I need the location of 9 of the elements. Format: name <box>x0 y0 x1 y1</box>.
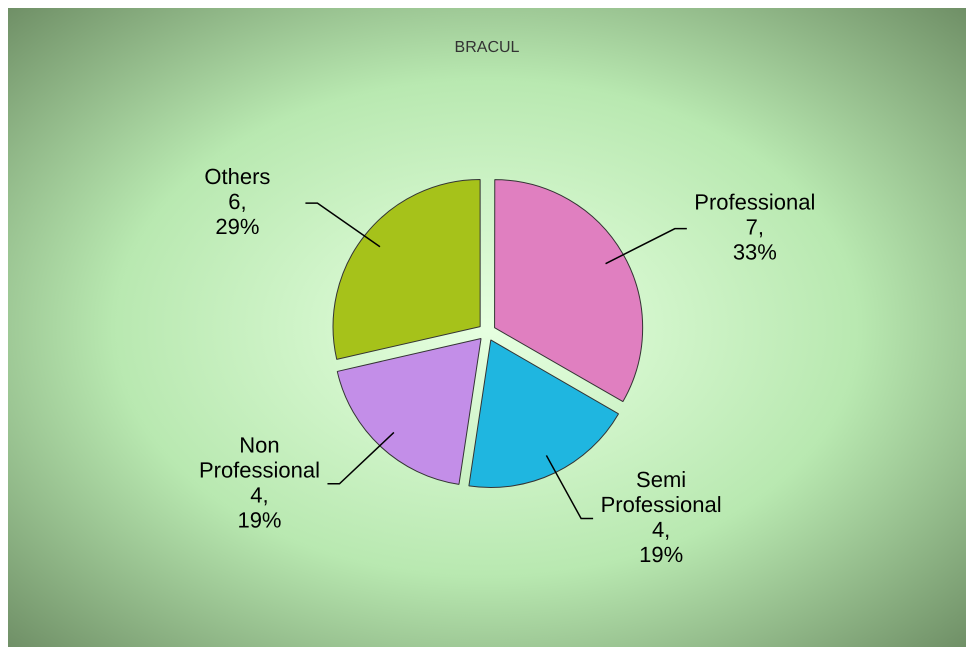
data-label: 6, 29% <box>215 189 260 240</box>
slice-label: Others <box>204 164 270 190</box>
data-label: 4, 19% <box>237 482 282 532</box>
data-label: 4, 19% <box>639 517 684 568</box>
chart-title: BRACUL <box>454 39 520 56</box>
data-label: 7, 33% <box>732 214 777 265</box>
slice-label: Semi Professional <box>600 467 722 518</box>
slice-label: Non Professional <box>198 432 320 482</box>
slice-label: Professional <box>694 190 816 215</box>
